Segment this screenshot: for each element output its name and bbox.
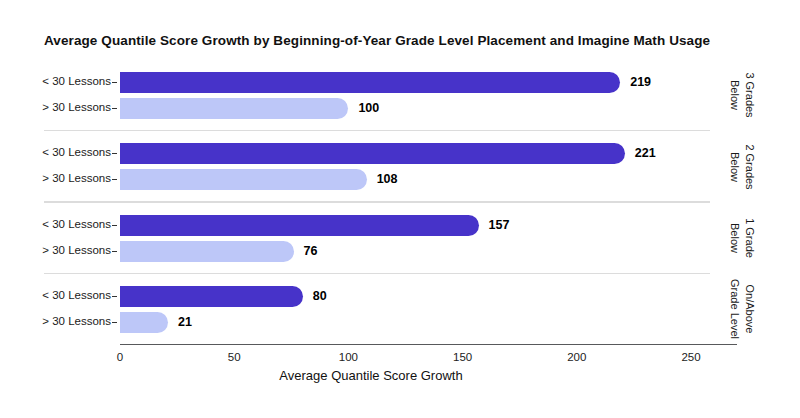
x-tick-label: 100 bbox=[339, 351, 358, 363]
x-tick-label: 50 bbox=[228, 351, 241, 363]
bar-gt30-lessons bbox=[120, 241, 294, 262]
y-tick-mark bbox=[112, 225, 117, 226]
bar-chart: Average Quantile Score Growth by Beginni… bbox=[0, 0, 800, 418]
bar-lt30-lessons bbox=[120, 72, 620, 93]
y-tick-mark bbox=[112, 179, 117, 180]
y-tick-label: < 30 Lessons bbox=[11, 218, 111, 230]
y-tick-mark bbox=[112, 153, 117, 154]
x-axis-line bbox=[120, 344, 737, 345]
y-tick-mark bbox=[112, 108, 117, 109]
x-tick-label: 0 bbox=[117, 351, 123, 363]
y-tick-label: > 30 Lessons bbox=[11, 244, 111, 256]
bar-value-label: 219 bbox=[630, 75, 651, 89]
bar-value-label: 157 bbox=[489, 218, 510, 232]
bar-value-label: 76 bbox=[304, 244, 318, 258]
y-tick-mark bbox=[112, 322, 117, 323]
y-tick-mark bbox=[112, 82, 117, 83]
x-tick-label: 200 bbox=[567, 351, 586, 363]
bar-value-label: 108 bbox=[377, 172, 398, 186]
group-label: 2 Grades Below bbox=[725, 137, 757, 197]
x-tick-label: 150 bbox=[453, 351, 472, 363]
x-tick-label: 250 bbox=[681, 351, 700, 363]
bar-value-label: 100 bbox=[358, 101, 379, 115]
bar-gt30-lessons bbox=[120, 312, 168, 333]
bar-value-label: 80 bbox=[313, 289, 327, 303]
bar-lt30-lessons bbox=[120, 286, 303, 307]
group-label: On/Above Grade Level bbox=[725, 279, 757, 339]
group-label: 1 Grade Below bbox=[725, 208, 757, 268]
x-axis-title: Average Quantile Score Growth bbox=[279, 368, 462, 383]
bar-gt30-lessons bbox=[120, 98, 348, 119]
group-separator-line bbox=[44, 273, 710, 275]
bar-lt30-lessons bbox=[120, 143, 625, 164]
y-tick-label: > 30 Lessons bbox=[11, 172, 111, 184]
bar-value-label: 21 bbox=[178, 315, 192, 329]
y-tick-mark bbox=[112, 251, 117, 252]
y-tick-label: > 30 Lessons bbox=[11, 101, 111, 113]
y-tick-label: < 30 Lessons bbox=[11, 289, 111, 301]
bar-value-label: 221 bbox=[635, 146, 656, 160]
chart-title: Average Quantile Score Growth by Beginni… bbox=[44, 33, 710, 48]
y-tick-label: > 30 Lessons bbox=[11, 315, 111, 327]
bar-gt30-lessons bbox=[120, 169, 367, 190]
group-separator-line bbox=[44, 201, 710, 203]
group-separator-line bbox=[44, 130, 710, 132]
group-label: 3 Grades Below bbox=[725, 65, 757, 125]
y-tick-label: < 30 Lessons bbox=[11, 75, 111, 87]
bar-lt30-lessons bbox=[120, 215, 479, 236]
y-tick-mark bbox=[112, 296, 117, 297]
y-tick-label: < 30 Lessons bbox=[11, 146, 111, 158]
